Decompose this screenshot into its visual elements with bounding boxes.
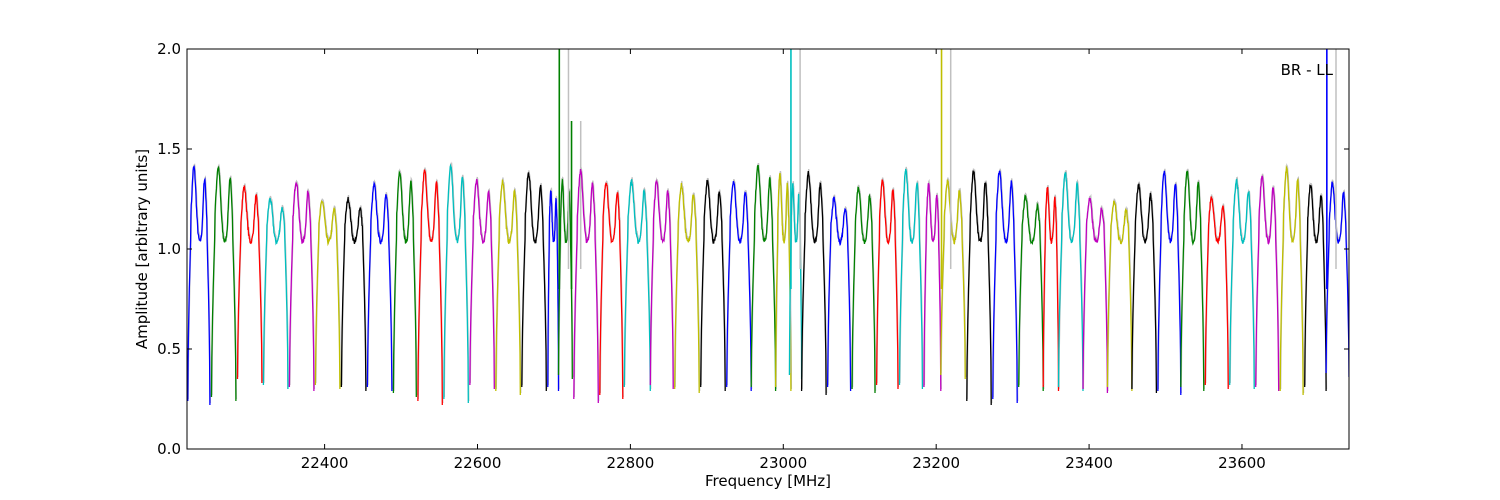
y-axis-label: Amplitude [arbitrary units] [133,149,151,349]
channel-line [1255,175,1280,392]
channel-line [992,170,1018,404]
channel-line [1042,187,1060,392]
x-tick-label: 23600 [1218,454,1266,472]
x-axis-label: Frequency [MHz] [705,472,831,490]
channel-line [923,182,942,392]
x-tick-label: 22400 [301,454,349,472]
channel-line [1106,200,1133,392]
channel-line [236,185,263,384]
channel-line [1131,183,1158,394]
baseline-annotation: BR - LL [1281,61,1334,79]
channel-line [314,200,341,390]
channel-line [726,181,752,392]
channel-line [262,197,289,390]
channel-line [557,178,573,380]
channel-line [1082,197,1109,394]
channel-line [649,179,674,390]
x-tick-label: 22600 [454,454,502,472]
channel-line [366,180,393,392]
channel-line [940,179,966,380]
channel-line [288,181,315,392]
channel-line [521,172,547,392]
channel-line [674,182,700,394]
channel-line [573,168,599,404]
x-tick-label: 22800 [607,454,655,472]
channel-line [966,170,992,406]
channel-line [826,196,852,392]
channel-line [417,169,443,406]
channel-line [187,164,211,406]
y-tick-label: 2.0 [157,40,181,58]
series-layer [187,49,1349,406]
y-tick-label: 0.5 [157,340,181,358]
channel-line [443,163,469,404]
channel-line [469,178,495,390]
channel-line [392,170,417,398]
channel-line [800,171,827,396]
channel-line [599,182,624,400]
y-tick-label: 1.5 [157,140,181,158]
x-tick-label: 23200 [912,454,960,472]
channel-line [1279,165,1304,396]
channel-line [898,168,924,390]
channel-line [1018,194,1044,392]
channel-line [623,179,651,392]
channel-line [851,186,876,394]
channel-line [1204,196,1229,390]
channel-line [1157,170,1182,396]
x-tick-label: 23400 [1065,454,1113,472]
channel-line [340,196,367,392]
channel-line [495,179,521,396]
channel-line [1180,170,1205,392]
channel-line [1304,183,1327,392]
channel-line [1325,181,1349,378]
y-tick-label: 0.0 [157,440,181,458]
channel-line [547,190,560,392]
channel-line [750,164,777,392]
channel-line [210,165,237,402]
channel-line [1057,172,1084,392]
channel-line [875,179,899,390]
x-axis-ticks: 22400 22600 22800 23000 23200 23400 23600 [301,49,1266,472]
channel-line [700,179,726,392]
x-tick-label: 23000 [759,454,807,472]
channel-line [774,172,792,392]
channel-line [1229,178,1255,390]
y-axis-ticks: 0.0 0.5 1.0 1.5 2.0 [157,40,1349,458]
y-tick-label: 1.0 [157,240,181,258]
